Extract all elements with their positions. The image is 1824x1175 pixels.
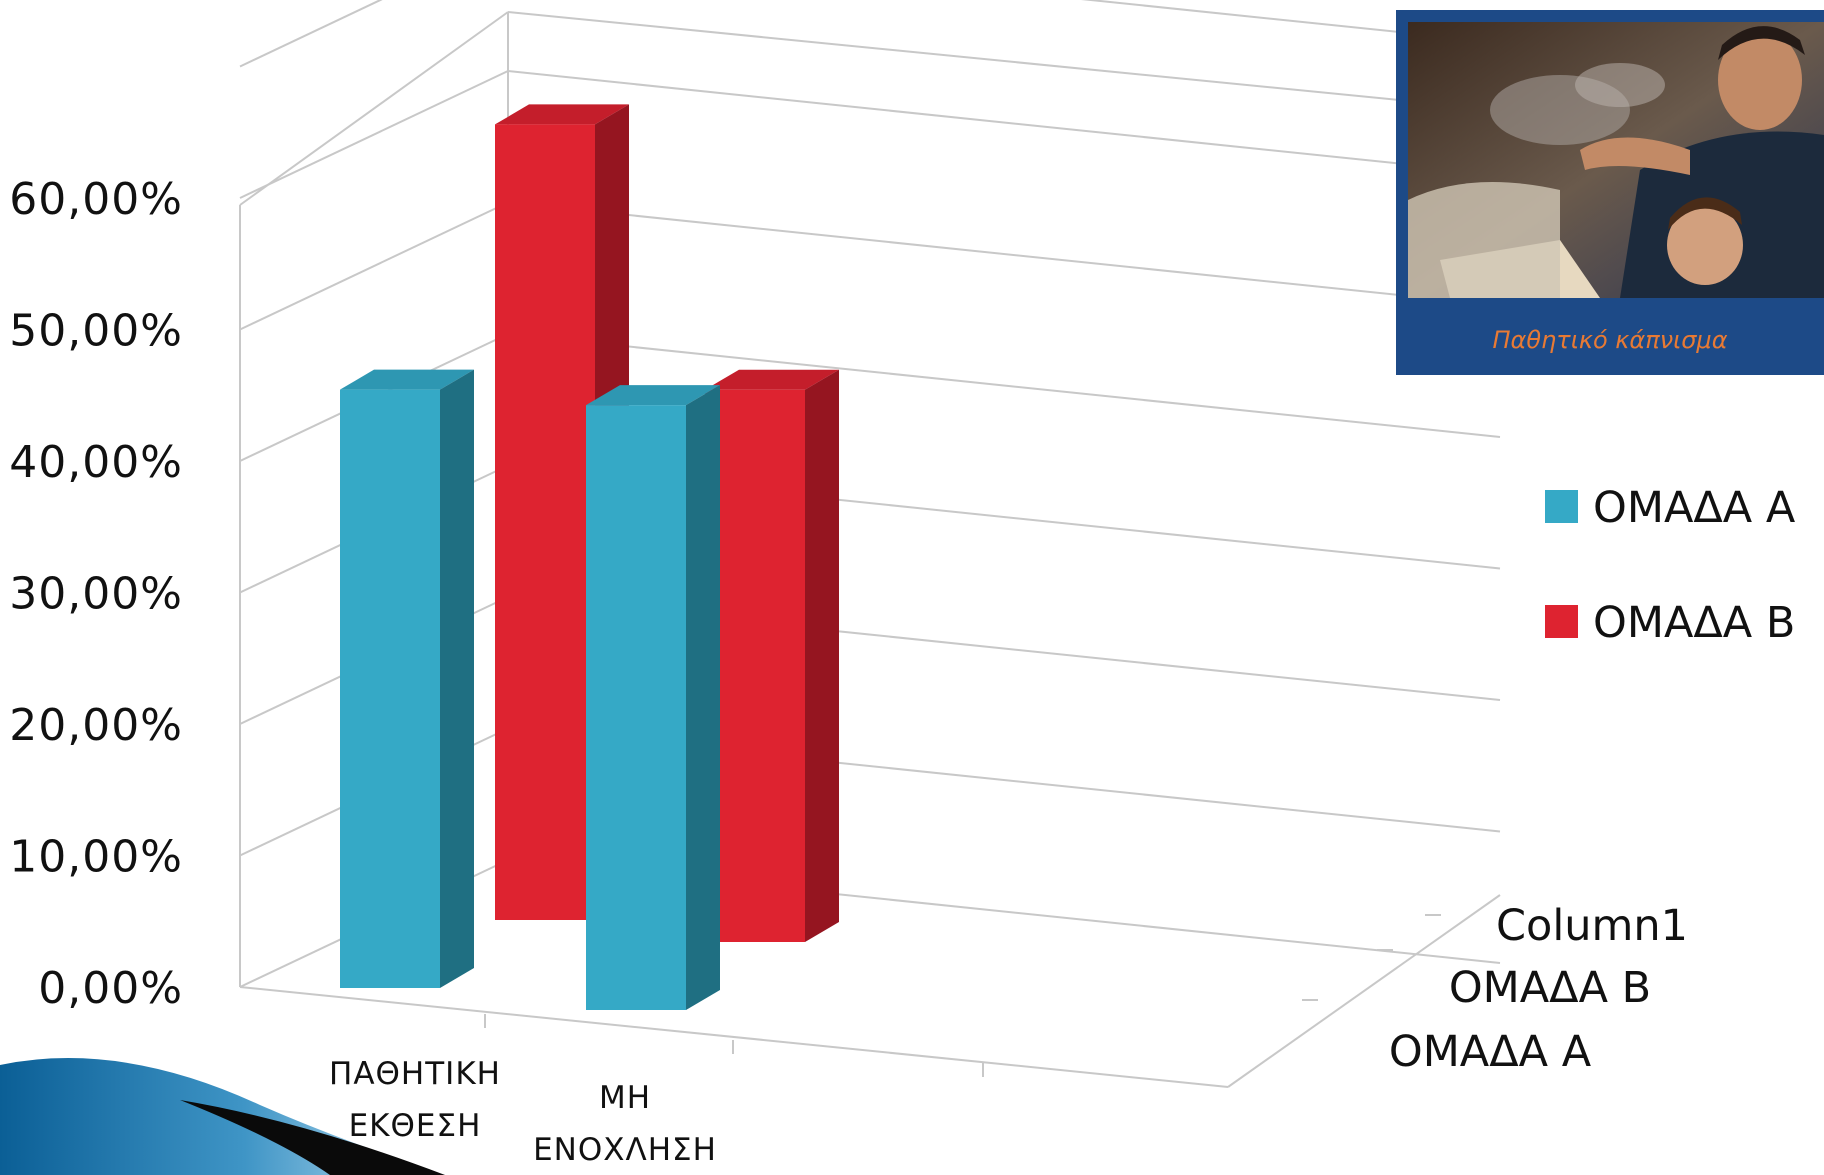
y-tick-label: 40,00% (9, 437, 183, 488)
bar-ommada-a-mi-enochlisi-front (586, 405, 686, 1011)
depth-axis-label: ΟΜΑΔΑ Β (1449, 963, 1651, 1013)
back-gridline (507, 201, 1501, 307)
child-figure (1667, 205, 1743, 285)
depth-axis-label: Column1 (1496, 901, 1688, 951)
bar-ommada-a-pathitiki-ekthesi-side (440, 369, 474, 988)
bar-ommada-a-pathitiki-ekthesi (340, 369, 474, 988)
category-label: ΠΑΘΗΤΙΚΗ (329, 1056, 501, 1092)
side-gridline (239, 70, 509, 199)
category-label: ΕΝΟΧΛΗΣΗ (533, 1132, 717, 1168)
bar-ommada-b-pathitiki-ekthesi-front (495, 124, 595, 921)
photo-caption: Παθητικό κάπνισμα (1492, 326, 1727, 354)
bar-ommada-a-pathitiki-ekthesi-front (340, 389, 440, 988)
bar-ommada-b-mi-enochlisi (705, 369, 839, 942)
bar-ommada-a-mi-enochlisi-side (686, 385, 720, 1011)
smoke-shape-2 (1575, 63, 1665, 107)
bar-ommada-b-pathitiki-ekthesi-top (495, 104, 629, 125)
floor-right-edge (1227, 894, 1501, 1088)
depth-axis-label: ΟΜΑΔΑ Α (1389, 1027, 1592, 1077)
bar-ommada-b-mi-enochlisi-front (705, 389, 805, 942)
man-arm (1580, 137, 1690, 175)
legend-label-ommada-b: ΟΜΑΔΑ Β (1593, 598, 1795, 648)
child-hair (1668, 197, 1742, 230)
bar-ommada-b-mi-enochlisi-top (705, 369, 839, 390)
back-gridline (507, 333, 1501, 438)
y-tick-label: 60,00% (9, 174, 183, 225)
passive-smoking-photo: Παθητικό κάπνισμα (1396, 10, 1824, 375)
bar-ommada-b-mi-enochlisi-side (805, 369, 839, 942)
y-tick-label: 20,00% (9, 700, 183, 751)
decorative-banner-edge (180, 1100, 445, 1175)
legend-label-ommada-a: ΟΜΑΔΑ Α (1593, 483, 1796, 533)
side-gridline (239, 201, 509, 331)
y-tick-label: 0,00% (38, 963, 183, 1014)
legend-swatch-ommada-b (1545, 605, 1578, 638)
back-gridline (507, 70, 1501, 175)
y-tick-label: 10,00% (9, 832, 183, 883)
y-tick-label: 30,00% (9, 569, 183, 620)
legend: ΟΜΑΔΑ Α ΟΜΑΔΑ Β (1545, 483, 1796, 648)
side-gridline (239, 0, 383, 68)
y-tick-label: 50,00% (9, 306, 183, 357)
back-wall-top-edge (507, 11, 1501, 111)
category-label: ΜΗ (599, 1080, 651, 1116)
category-label: ΕΚΘΕΣΗ (349, 1108, 482, 1144)
man-figure (1718, 30, 1802, 130)
side-wall-top-edge (239, 11, 509, 206)
bar-ommada-a-pathitiki-ekthesi-top (340, 369, 474, 390)
bar-ommada-a-mi-enochlisi (586, 385, 720, 1011)
labels-layer: 0,00% 10,00% 20,00% 30,00% 40,00% 50,00% 60,00… (9, 174, 1688, 1168)
bar-ommada-a-mi-enochlisi-top (586, 385, 720, 406)
floor-front-edge (239, 986, 1229, 1088)
sofa-shape (1408, 182, 1560, 298)
bars-layer (340, 104, 839, 1011)
legend-swatch-ommada-a (1545, 490, 1578, 523)
man-hair (1718, 26, 1805, 60)
back-gridline (1080, 0, 1501, 44)
